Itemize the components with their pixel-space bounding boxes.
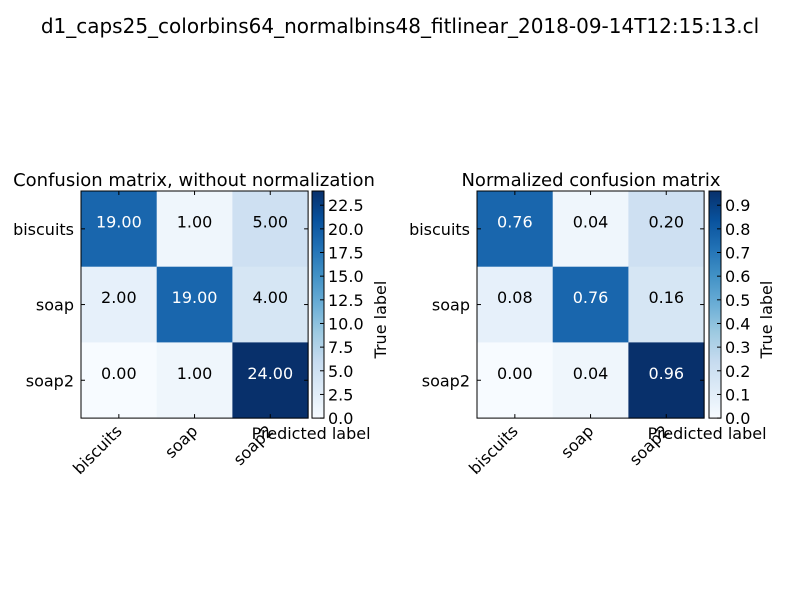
colorbar-tick-label: 12.5 bbox=[328, 291, 364, 310]
cell-value-label: 0.04 bbox=[573, 212, 609, 231]
heatmap-cell bbox=[232, 342, 309, 419]
heatmap-cell bbox=[156, 342, 233, 419]
y-axis-label: True label bbox=[371, 281, 390, 360]
heatmap-cell bbox=[552, 266, 629, 343]
colorbar-tick-label: 0.9 bbox=[725, 196, 750, 215]
colorbar-tick-label: 0.0 bbox=[725, 409, 750, 428]
heatmap-cell bbox=[81, 191, 158, 268]
cell-value-label: 4.00 bbox=[252, 288, 288, 307]
colorbar-tick-label: 17.5 bbox=[328, 244, 364, 263]
colorbar-tick-label: 0.2 bbox=[725, 362, 750, 381]
colorbar-tick-label: 0.6 bbox=[725, 267, 750, 286]
heatmap-cell bbox=[81, 266, 158, 343]
cell-value-label: 0.76 bbox=[497, 212, 533, 231]
y-tick-label: biscuits bbox=[409, 220, 470, 239]
cell-value-label: 0.76 bbox=[573, 288, 609, 307]
heatmap-cell bbox=[81, 342, 158, 419]
y-axis-label: True label bbox=[757, 281, 776, 360]
y-tick-label: soap bbox=[36, 296, 74, 315]
cell-value-label: 0.00 bbox=[101, 364, 137, 383]
colorbar-tick-label: 15.0 bbox=[328, 267, 364, 286]
colorbar-tick-label: 7.5 bbox=[328, 338, 353, 357]
y-tick-label: soap2 bbox=[26, 371, 74, 390]
x-axis-label: Predicted label bbox=[252, 424, 371, 443]
cell-value-label: 0.16 bbox=[648, 288, 684, 307]
heatmap-cell bbox=[628, 266, 705, 343]
heatmap-cell bbox=[552, 342, 629, 419]
colorbar-tick-label: 20.0 bbox=[328, 220, 364, 239]
heatmap-cell bbox=[156, 266, 233, 343]
y-tick-label: soap bbox=[432, 296, 470, 315]
heatmap-cell bbox=[477, 342, 554, 419]
cell-value-label: 0.96 bbox=[648, 364, 684, 383]
figure-title: d1_caps25_colorbins64_normalbins48_fitli… bbox=[41, 14, 759, 38]
colorbar-tick-label: 10.0 bbox=[328, 314, 364, 333]
x-axis-label: Predicted label bbox=[648, 424, 767, 443]
cell-value-label: 0.08 bbox=[497, 288, 533, 307]
heatmap-cell bbox=[552, 191, 629, 268]
x-tick-label: soap bbox=[557, 421, 597, 461]
x-tick-label: soap bbox=[161, 421, 201, 461]
cell-value-label: 5.00 bbox=[252, 212, 288, 231]
heatmap-cell bbox=[477, 266, 554, 343]
colorbar bbox=[708, 190, 722, 419]
colorbar-tick-label: 0.3 bbox=[725, 338, 750, 357]
heatmap-cell bbox=[628, 191, 705, 268]
colorbar-tick-label: 0.1 bbox=[725, 385, 750, 404]
x-tick-label: biscuits bbox=[465, 421, 522, 478]
colorbar-tick-label: 0.8 bbox=[725, 220, 750, 239]
panel-title: Confusion matrix, without normalization bbox=[13, 170, 375, 191]
cell-value-label: 0.04 bbox=[573, 364, 609, 383]
cell-value-label: 19.00 bbox=[172, 288, 218, 307]
panel-title: Normalized confusion matrix bbox=[461, 170, 720, 191]
cell-value-label: 19.00 bbox=[96, 212, 142, 231]
y-tick-label: biscuits bbox=[13, 220, 74, 239]
heatmap-cell bbox=[156, 191, 233, 268]
heatmap-cell bbox=[628, 342, 705, 419]
cell-value-label: 0.20 bbox=[648, 212, 684, 231]
colorbar-tick-label: 0.7 bbox=[725, 244, 750, 263]
x-tick-label: biscuits bbox=[69, 421, 126, 478]
colorbar-tick-label: 5.0 bbox=[328, 362, 353, 381]
y-tick-label: soap2 bbox=[422, 371, 470, 390]
colorbar bbox=[311, 190, 325, 419]
colorbar-tick-label: 22.5 bbox=[328, 196, 364, 215]
cell-value-label: 2.00 bbox=[101, 288, 137, 307]
colorbar-tick-label: 0.5 bbox=[725, 291, 750, 310]
cell-value-label: 1.00 bbox=[177, 364, 213, 383]
cell-value-label: 24.00 bbox=[247, 364, 293, 383]
heatmap-cell bbox=[232, 266, 309, 343]
colorbar-tick-label: 0.0 bbox=[328, 409, 353, 428]
colorbar-tick-label: 0.4 bbox=[725, 314, 750, 333]
cell-value-label: 0.00 bbox=[497, 364, 533, 383]
heatmap-cell bbox=[232, 191, 309, 268]
cell-value-label: 1.00 bbox=[177, 212, 213, 231]
heatmap-cell bbox=[477, 191, 554, 268]
colorbar-tick-label: 2.5 bbox=[328, 385, 353, 404]
